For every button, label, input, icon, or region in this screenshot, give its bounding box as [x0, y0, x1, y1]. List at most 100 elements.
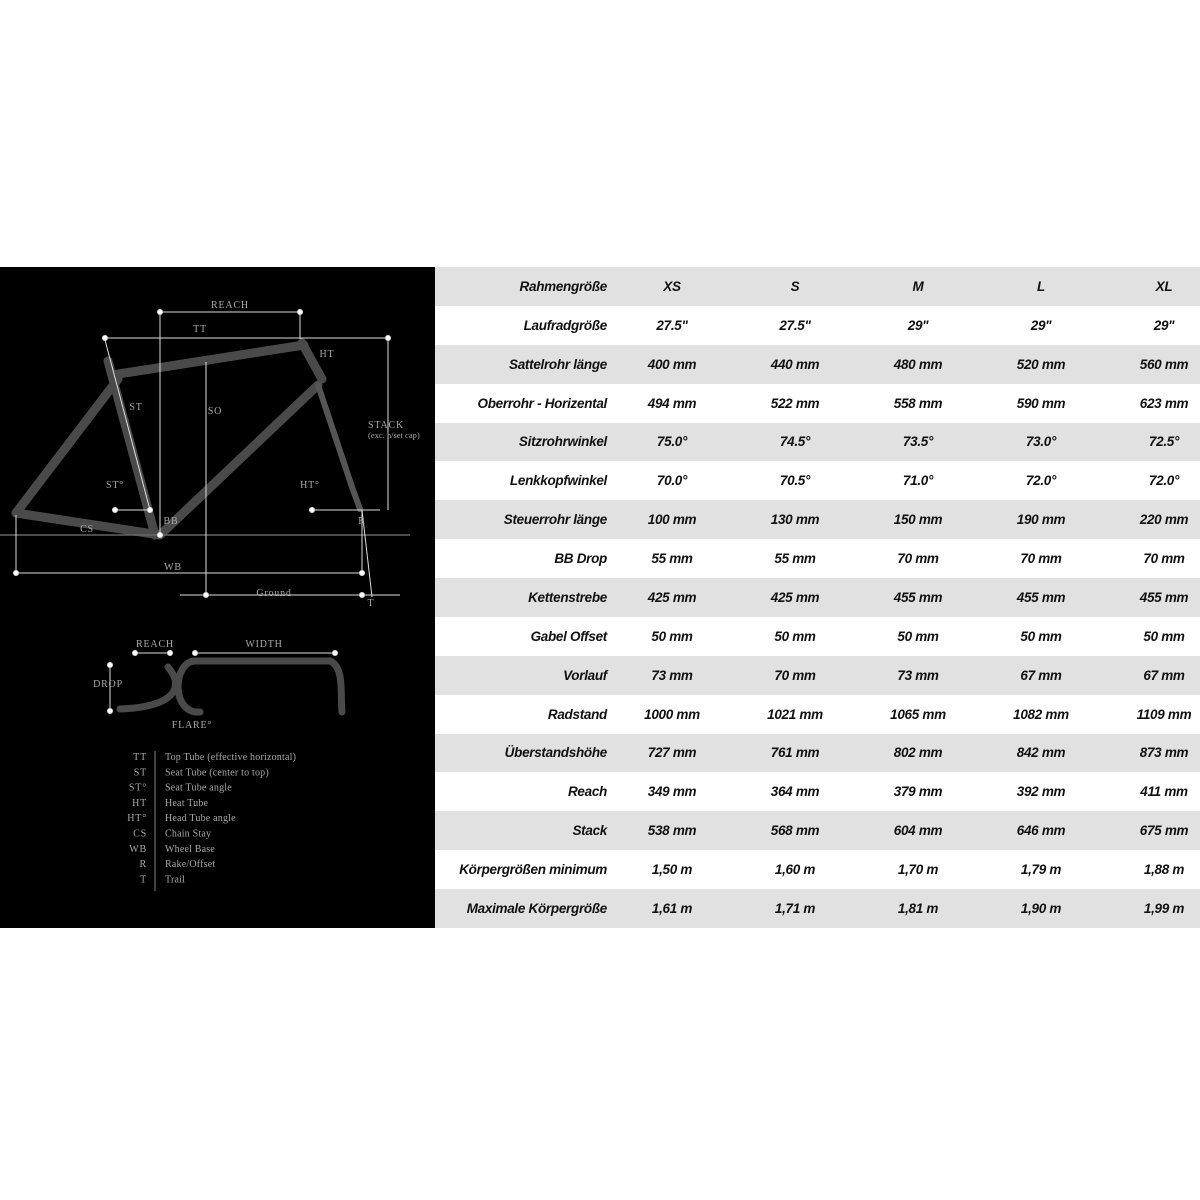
row-label: Kettenstrebe: [528, 589, 607, 605]
cell-value: 646 mm: [1016, 823, 1066, 839]
cell-value: 67 mm: [1143, 667, 1185, 683]
cell-value: 1000 mm: [644, 706, 700, 722]
cell-value: 1,79 m: [1020, 862, 1062, 878]
row-label: Sattelrohr länge: [509, 356, 607, 372]
row-label: Maximale Körpergröße: [466, 901, 608, 917]
table-row: Laufradgröße 27.5" 27.5" 29" 29" 29": [435, 306, 1200, 345]
cell-value: 494 mm: [647, 395, 697, 411]
cell-value: 55 mm: [651, 551, 693, 567]
legend-desc: Rake/Offset: [165, 859, 215, 870]
table-row: BB Drop 55 mm 55 mm 70 mm 70 mm 70 mm: [435, 539, 1200, 578]
handlebar: [116, 657, 346, 716]
cell-value: 392 mm: [1016, 784, 1066, 800]
cell-value: 29": [1030, 317, 1052, 333]
cell-value: 73 mm: [897, 667, 939, 683]
cell-value: 455 mm: [1139, 589, 1189, 605]
cell-value: 74.5°: [779, 434, 811, 450]
cell-value: 70 mm: [897, 551, 939, 567]
cell-value: XL: [1155, 278, 1173, 294]
legend-abbr: T: [140, 874, 147, 885]
legend-abbr: ST°: [129, 783, 147, 794]
cell-value: 75.0°: [656, 434, 688, 450]
table-row: Körpergrößen minimum 1,50 m 1,60 m 1,70 m 1,…: [435, 850, 1200, 889]
cell-value: 761 mm: [770, 745, 820, 761]
cell-value: XS: [663, 278, 681, 294]
cell-value: 220 mm: [1139, 512, 1189, 528]
legend-desc: Heat Tube: [165, 798, 209, 809]
diagram-label: Ground: [256, 588, 291, 599]
cell-value: 71.0°: [902, 473, 934, 489]
diagram-label: STACK: [368, 420, 404, 431]
cell-value: 1,60 m: [774, 862, 816, 878]
table-row: Sitzrohrwinkel 75.0° 74.5° 73.5° 73.0° 72.5°: [435, 422, 1200, 462]
diagram-label: ST°: [106, 480, 124, 491]
row-label: Reach: [567, 784, 607, 800]
cell-value: 364 mm: [770, 784, 820, 800]
diagram-label: TT: [193, 324, 207, 335]
table-row: Kettenstrebe 425 mm 425 mm 455 mm 455 mm 455 …: [435, 578, 1200, 617]
cell-value: 590 mm: [1016, 395, 1066, 411]
cell-value: 50 mm: [1143, 628, 1185, 644]
cell-value: 1,71 m: [774, 901, 816, 917]
cell-value: 455 mm: [1016, 589, 1066, 605]
cell-value: 1,88 m: [1143, 862, 1185, 878]
cell-value: 400 mm: [647, 356, 697, 372]
cell-value: 522 mm: [770, 395, 820, 411]
row-label: Stack: [572, 823, 607, 839]
cell-value: 70.5°: [779, 473, 811, 489]
cell-value: 873 mm: [1139, 745, 1189, 761]
cell-value: 27.5": [779, 317, 811, 333]
geometry-table: Rahmengröße XS S M L XL Laufradgröße 27.5" 27.5"…: [435, 267, 1200, 928]
row-label: Oberrohr - Horizental: [477, 395, 608, 411]
cell-value: 1,81 m: [897, 901, 939, 917]
cell-value: 727 mm: [647, 745, 697, 761]
cell-value: 100 mm: [647, 512, 697, 528]
table-row: Stack 538 mm 568 mm 604 mm 646 mm 675 mm: [435, 811, 1200, 851]
cell-value: 1,61 m: [651, 901, 693, 917]
row-label: Gabel Offset: [530, 628, 608, 644]
cell-value: 190 mm: [1016, 512, 1066, 528]
cell-value: 50 mm: [651, 628, 693, 644]
row-label: Überstandshöhe: [504, 745, 608, 761]
table-row: Sattelrohr länge 400 mm 440 mm 480 mm 520 mm…: [435, 344, 1200, 384]
cell-value: 1,70 m: [897, 862, 939, 878]
cell-value: 675 mm: [1139, 823, 1189, 839]
diagram-label: REACH: [211, 300, 249, 311]
row-label: Lenkkopfwinkel: [509, 473, 607, 489]
dimension-lines: [13, 309, 400, 598]
table-row: Maximale Körpergröße 1,61 m 1,71 m 1,81 m 1,…: [435, 889, 1200, 928]
row-label: Körpergrößen minimum: [459, 862, 607, 878]
cell-value: 50 mm: [1020, 628, 1062, 644]
cell-value: 1021 mm: [767, 706, 823, 722]
cell-value: 50 mm: [774, 628, 816, 644]
row-label: Radstand: [547, 706, 607, 722]
row-label: BB Drop: [554, 551, 607, 567]
cell-value: L: [1037, 278, 1045, 294]
frame: [11, 338, 327, 540]
legend-desc: Wheel Base: [165, 844, 215, 855]
cell-value: 379 mm: [893, 784, 943, 800]
diagram-label: R: [358, 516, 365, 527]
row-label: Steuerrohr länge: [503, 512, 608, 528]
diagram-label: T: [368, 598, 375, 609]
cell-value: 480 mm: [893, 356, 943, 372]
legend-abbr: R: [140, 859, 147, 870]
cell-value: 425 mm: [770, 589, 820, 605]
legend-abbr: HT: [132, 798, 147, 809]
cell-value: 70 mm: [774, 667, 816, 683]
cell-value: S: [790, 278, 800, 294]
legend-desc: Head Tube angle: [165, 813, 236, 824]
handlebar-dimensions: [107, 650, 338, 714]
legend-abbr: TT: [133, 752, 147, 763]
table-row: Oberrohr - Horizental 494 mm 522 mm 558 mm 5…: [435, 384, 1200, 423]
legend-desc: Top Tube (effective horizontal): [165, 752, 296, 763]
cell-value: 73 mm: [651, 667, 693, 683]
cell-value: 50 mm: [897, 628, 939, 644]
cell-value: 130 mm: [770, 512, 820, 528]
cell-value: 560 mm: [1139, 356, 1189, 372]
cell-value: 538 mm: [647, 823, 697, 839]
cell-value: 411 mm: [1140, 784, 1188, 800]
legend-abbr: WB: [129, 844, 147, 855]
cell-value: 842 mm: [1016, 745, 1066, 761]
cell-value: 29": [907, 317, 929, 333]
